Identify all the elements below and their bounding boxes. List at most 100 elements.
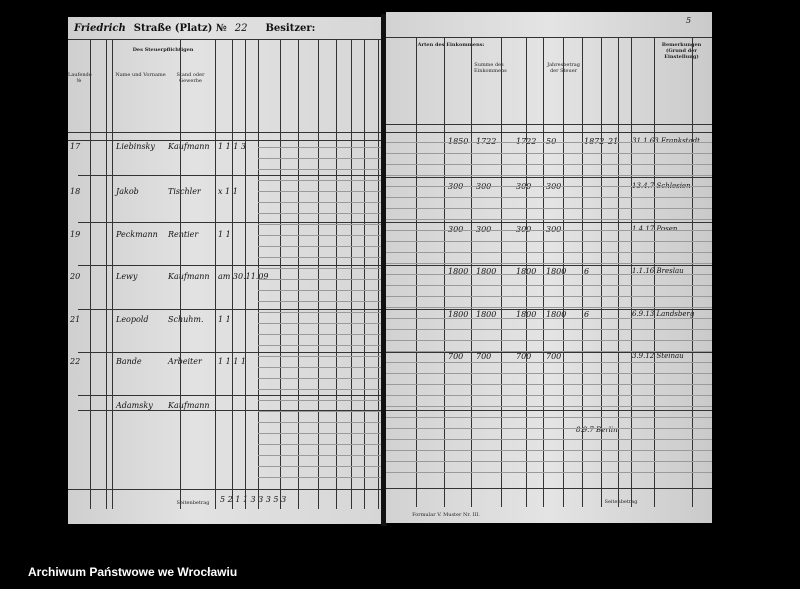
row-number: 22 — [70, 357, 81, 366]
income-value: 1800 — [448, 310, 469, 319]
grid-rule — [258, 158, 383, 159]
header-rule — [68, 140, 383, 141]
grid-rule — [258, 290, 383, 291]
header-rule — [386, 37, 712, 38]
row-rule — [386, 177, 712, 178]
grid-rule — [386, 329, 712, 330]
row-rule — [386, 309, 712, 310]
column-rule — [416, 37, 417, 507]
grid-rule — [258, 301, 383, 302]
column-rule — [180, 39, 181, 509]
column-rule — [471, 37, 472, 507]
row-rule — [78, 395, 383, 396]
column-rule — [298, 39, 299, 509]
row-rule — [78, 222, 383, 223]
grid-rule — [258, 455, 383, 456]
street-label: Straße (Platz) № — [133, 23, 227, 34]
total-rule — [68, 489, 383, 490]
grid-rule — [258, 169, 383, 170]
taxpayer-name: Lewy — [116, 272, 138, 281]
form-label: Formular V. Muster Nr. III. — [412, 512, 480, 518]
right-register-page: 5 Arten des Einkommens: Summe des Einkom… — [386, 12, 712, 523]
grid-rule — [386, 153, 712, 154]
grid-rule — [258, 466, 383, 467]
income-value: 300 — [516, 225, 531, 234]
grid-rule — [386, 241, 712, 242]
taxpayer-status: Kaufmann — [168, 142, 210, 151]
column-rule — [378, 39, 379, 509]
row-marks: 1 1 — [218, 230, 231, 239]
grid-rule — [258, 367, 383, 368]
grid-rule — [386, 175, 712, 176]
grid-rule — [386, 340, 712, 341]
grid-rule — [386, 395, 712, 396]
book-gutter — [381, 14, 387, 526]
grid-rule — [258, 323, 383, 324]
grid-rule — [386, 274, 712, 275]
grid-rule — [258, 180, 383, 181]
column-rule — [582, 37, 583, 507]
grid-rule — [258, 422, 383, 423]
taxpayer-status: Schuhm. — [168, 315, 204, 324]
grid-rule — [386, 307, 712, 308]
income-value: 50 — [546, 137, 556, 146]
row-number: 18 — [70, 187, 81, 196]
grid-rule — [258, 334, 383, 335]
grid-rule — [258, 400, 383, 401]
status-header: Stand oder Gewerbe — [176, 72, 205, 84]
grid-rule — [386, 186, 712, 187]
header-rule — [386, 124, 712, 125]
sum-header: Summe des Einkommens — [474, 62, 507, 74]
income-value: 300 — [546, 225, 561, 234]
income-value: 1800 — [546, 267, 567, 276]
column-rule — [351, 39, 352, 509]
archive-name: Archiwum Państwowe we Wrocławiu — [28, 565, 238, 579]
grid-rule — [258, 345, 383, 346]
grid-rule — [386, 351, 712, 352]
income-value: 300 — [476, 225, 491, 234]
grid-rule — [386, 373, 712, 374]
taxpayer-status: Kaufmann — [168, 272, 210, 281]
grid-rule — [386, 450, 712, 451]
grid-rule — [386, 230, 712, 231]
taxpayer-name: Peckmann — [116, 230, 158, 239]
row-marks: am 30.11.09 — [218, 272, 269, 281]
taxpayer-status: Rentier — [168, 230, 199, 239]
grid-rule — [386, 406, 712, 407]
row-number: 21 — [70, 315, 81, 324]
row-rule — [78, 410, 383, 411]
house-number: 22 — [234, 23, 248, 34]
column-rule — [364, 39, 365, 509]
remark: 6.9.13 Landsberg — [632, 310, 695, 318]
income-value: 700 — [546, 352, 562, 361]
grid-rule — [258, 378, 383, 379]
income-value: 6 — [584, 310, 590, 319]
income-value: 700 — [448, 352, 464, 361]
grid-rule — [386, 263, 712, 264]
row-rule — [386, 352, 712, 353]
remark: 31.1.63 Frankstadt — [632, 137, 700, 145]
grid-rule — [258, 389, 383, 390]
column-rule — [501, 37, 502, 507]
grid-rule — [258, 433, 383, 434]
grid-rule — [258, 279, 383, 280]
grid-rule — [258, 147, 383, 148]
grid-rule — [258, 477, 383, 478]
income-value: 1722 — [476, 137, 496, 146]
column-rule — [336, 39, 337, 509]
grid-rule — [386, 285, 712, 286]
column-rule — [215, 39, 216, 509]
grid-rule — [386, 252, 712, 253]
row-rule — [386, 410, 712, 411]
grid-rule — [386, 197, 712, 198]
column-rule — [90, 39, 91, 509]
header-rule — [68, 132, 383, 133]
taxpayer-name: Liebinsky — [116, 142, 155, 151]
row-rule — [78, 175, 383, 176]
street-name: Friedrich — [74, 23, 126, 34]
grid-rule — [386, 461, 712, 462]
grid-rule — [386, 318, 712, 319]
taxpayer-name: Bande — [116, 357, 142, 366]
grid-rule — [386, 439, 712, 440]
page-number: 5 — [686, 16, 692, 25]
